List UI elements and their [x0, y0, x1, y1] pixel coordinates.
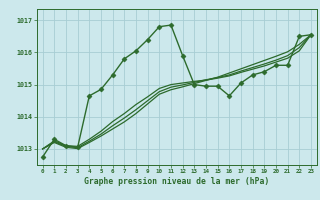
X-axis label: Graphe pression niveau de la mer (hPa): Graphe pression niveau de la mer (hPa) — [84, 177, 269, 186]
